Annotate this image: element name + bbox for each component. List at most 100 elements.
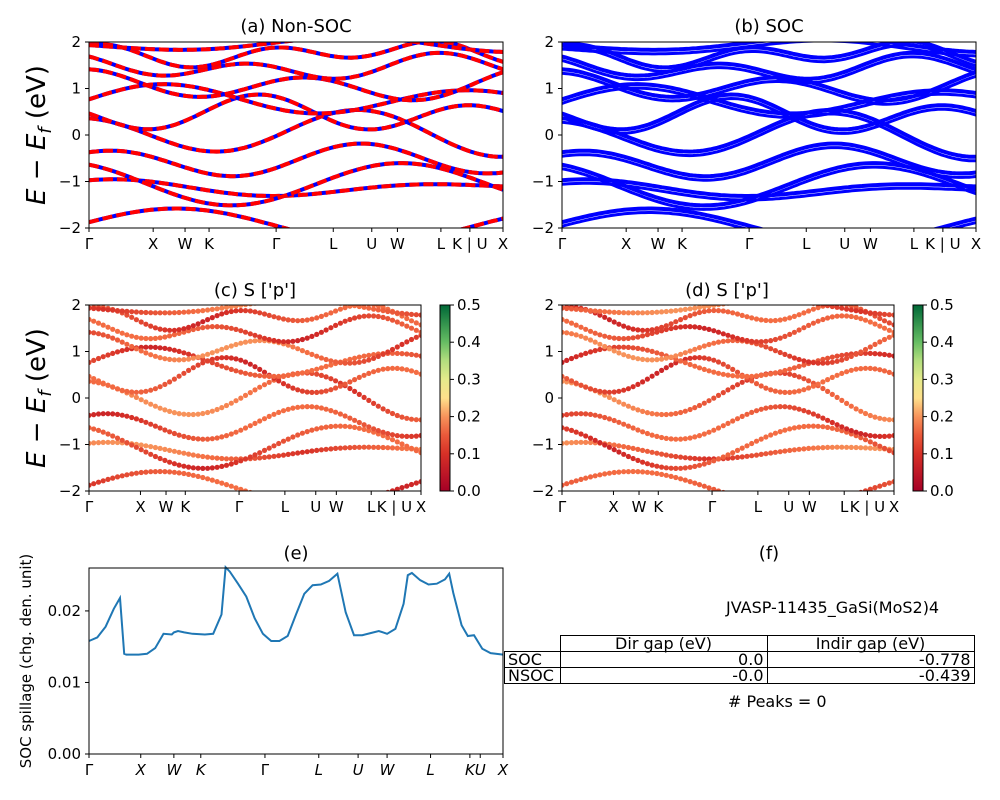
- projection-point: [304, 369, 310, 375]
- projection-point: [725, 420, 731, 426]
- projection-point: [129, 442, 135, 448]
- projection-point: [687, 313, 693, 319]
- projection-point: [810, 411, 817, 417]
- projection-point: [261, 369, 268, 375]
- gap-table-row-label: NSOC: [504, 667, 561, 684]
- y-tick-label: 1: [71, 343, 81, 361]
- band-line-blue: [562, 42, 976, 70]
- band-line-blue: [562, 42, 976, 58]
- projection-point: [371, 400, 377, 406]
- projection-point: [314, 315, 320, 321]
- projection-point: [886, 369, 892, 375]
- projection-point: [673, 465, 679, 471]
- projection-point: [644, 410, 651, 416]
- projection-point: [663, 355, 669, 361]
- projection-point: [380, 406, 386, 412]
- projection-point: [385, 408, 391, 414]
- projection-point: [261, 454, 268, 460]
- projection-point: [848, 353, 854, 359]
- projection-point: [801, 310, 807, 316]
- projection-point: [266, 379, 272, 385]
- projection-point: [152, 453, 158, 460]
- projection-point: [706, 356, 712, 362]
- projection-point: [858, 445, 864, 451]
- projection-point: [635, 407, 641, 413]
- projection-point: [768, 404, 774, 410]
- projection-point: [706, 459, 712, 466]
- x-tick-label: L: [281, 498, 290, 516]
- projection-point: [730, 418, 736, 424]
- projection-point: [872, 351, 878, 357]
- projection-point: [867, 412, 873, 419]
- projection-point: [820, 305, 826, 308]
- projection-point: [711, 305, 717, 308]
- projection-point: [418, 353, 421, 359]
- colorbar-tick-label: 0.4: [457, 333, 481, 351]
- projection-point: [200, 436, 206, 442]
- projection-point: [877, 443, 883, 449]
- projection-point: [342, 445, 348, 451]
- projection-point: [89, 482, 92, 488]
- projection-point: [872, 414, 878, 420]
- projection-point: [758, 406, 764, 412]
- projection-point: [299, 388, 305, 394]
- projection-point: [129, 309, 135, 315]
- projection-point: [366, 424, 372, 430]
- projection-point: [725, 338, 731, 344]
- projection-point: [625, 469, 632, 475]
- projection-point: [711, 395, 717, 401]
- projection-point: [152, 386, 158, 392]
- projection-point: [257, 366, 263, 372]
- projection-point: [886, 352, 892, 358]
- projection-point: [318, 313, 324, 319]
- projection-point: [720, 390, 726, 396]
- projection-point: [573, 322, 579, 328]
- projection-point: [413, 480, 419, 486]
- projection-point: [886, 312, 892, 318]
- projection-point: [276, 453, 282, 459]
- projection-point: [205, 409, 211, 416]
- projection-point: [621, 323, 627, 329]
- projection-point: [361, 313, 367, 319]
- projection-point: [673, 474, 679, 481]
- band-line-blue: [562, 82, 976, 116]
- projection-point: [616, 443, 622, 449]
- projection-point: [654, 350, 660, 356]
- projection-point: [352, 499, 357, 504]
- projection-point: [839, 424, 845, 430]
- projection-point: [701, 400, 707, 406]
- projection-point: [228, 343, 234, 349]
- x-tick-label: Γ: [85, 761, 94, 779]
- projection-point: [796, 446, 802, 452]
- projection-point: [848, 307, 854, 313]
- projection-point: [692, 324, 698, 330]
- projection-point: [825, 315, 831, 321]
- projection-point: [266, 413, 272, 419]
- projection-point: [404, 311, 410, 317]
- projection-point: [105, 333, 111, 339]
- projection-point: [91, 481, 97, 487]
- projection-point: [148, 444, 154, 450]
- projection-point: [678, 476, 684, 482]
- projection-point: [247, 305, 253, 307]
- projection-point: [337, 383, 343, 389]
- projection-point: [89, 359, 92, 365]
- projection-point: [366, 444, 372, 450]
- projection-point: [867, 433, 873, 439]
- projection-point: [659, 471, 665, 477]
- panel-b-title: (b) SOC: [734, 16, 803, 37]
- projection-point: [389, 309, 396, 315]
- projection-point: [148, 401, 154, 407]
- projection-point: [682, 408, 688, 414]
- projection-point: [858, 316, 864, 322]
- projection-point: [891, 432, 894, 439]
- projection-point: [176, 348, 182, 354]
- projection-point: [659, 324, 665, 330]
- colorbar-gradient: [912, 304, 924, 492]
- projection-point: [891, 450, 894, 456]
- projection-point: [797, 503, 802, 508]
- projection-point: [105, 307, 111, 313]
- projection-point: [858, 489, 864, 491]
- projection-point: [602, 309, 608, 315]
- projection-point: [862, 309, 869, 315]
